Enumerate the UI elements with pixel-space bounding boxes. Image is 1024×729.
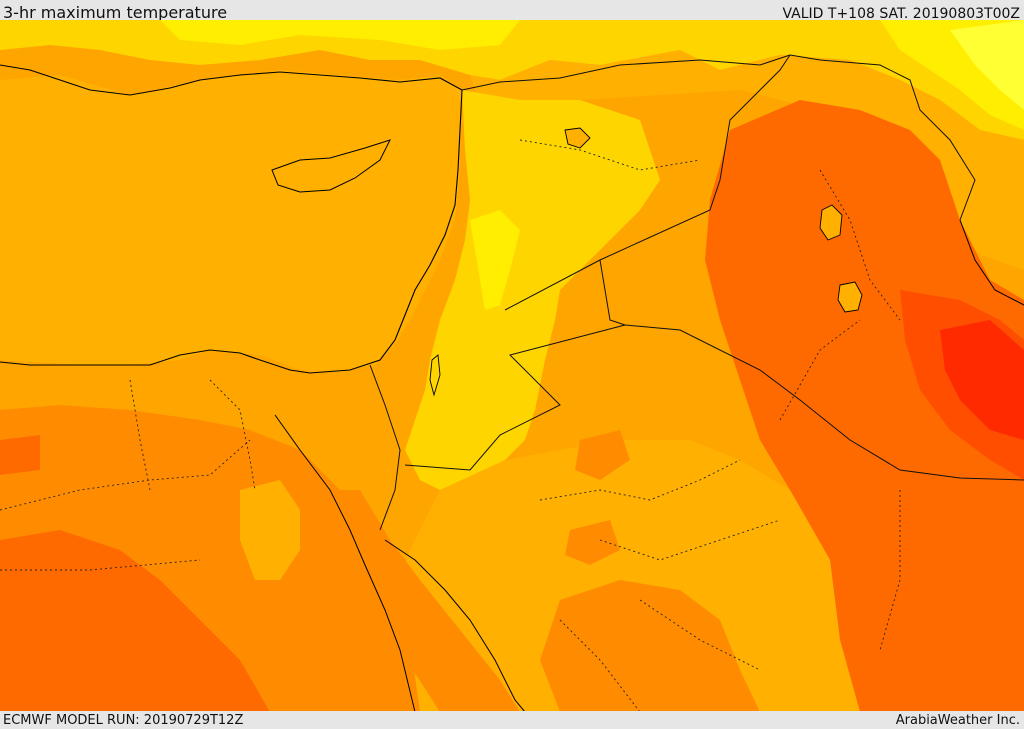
dead-sea — [429, 354, 441, 397]
band-turkey-south-orange — [470, 50, 1024, 270]
map-title: 3-hr maximum temperature — [3, 3, 228, 22]
valid-time: VALID T+108 SAT. 20190803T00Z — [782, 6, 1020, 22]
band-saudi-hot-spot — [575, 430, 630, 480]
coastline-redsea-west — [274, 414, 416, 712]
border-egypt-israel — [369, 364, 401, 531]
mediterranean-sea — [0, 70, 462, 372]
band-iraq-hot — [705, 100, 1024, 712]
coastline-turkey — [0, 64, 463, 96]
model-run-label: ECMWF MODEL RUN: 20190729T12Z — [3, 713, 244, 728]
band-saudi-orange — [395, 440, 860, 712]
band-egypt-yellow-spot — [240, 480, 300, 580]
coastline-redsea-east — [384, 539, 526, 712]
band-basra-hottest — [940, 320, 1024, 440]
band-egypt-west-hot — [0, 435, 40, 475]
border-jordan-saudi — [404, 324, 626, 471]
credit-label: ArabiaWeather Inc. — [895, 713, 1020, 728]
border-turkey-syria — [461, 54, 791, 91]
border-jordan-iraq — [599, 259, 1024, 481]
band-saudi-hot — [540, 580, 760, 712]
band-north-bright — [160, 20, 520, 50]
lake-tharthar — [819, 204, 843, 241]
temperature-map — [0, 20, 1024, 712]
admin-boundaries — [0, 139, 901, 712]
band-levant-yellow — [405, 90, 660, 490]
coastline-gulf — [959, 219, 1024, 306]
band-egypt-hot — [0, 530, 270, 712]
band-levant-bright — [470, 210, 520, 310]
lake-assad — [564, 127, 591, 149]
band-north-yellow — [0, 20, 1024, 140]
cyprus-island — [271, 139, 391, 193]
footer-bar: ECMWF MODEL RUN: 20190729T12Z ArabiaWeat… — [0, 711, 1024, 729]
band-red-sea — [330, 490, 520, 712]
border-iraq-iran — [789, 54, 976, 221]
coastline-levant — [0, 89, 463, 374]
header-bar: 3-hr maximum temperature VALID T+108 SAT… — [0, 0, 1024, 22]
border-syria-iraq — [504, 54, 791, 311]
band-saudi-hot-spot-2 — [565, 520, 620, 565]
band-northeast-light — [950, 20, 1024, 110]
lake-razazah — [837, 281, 863, 313]
